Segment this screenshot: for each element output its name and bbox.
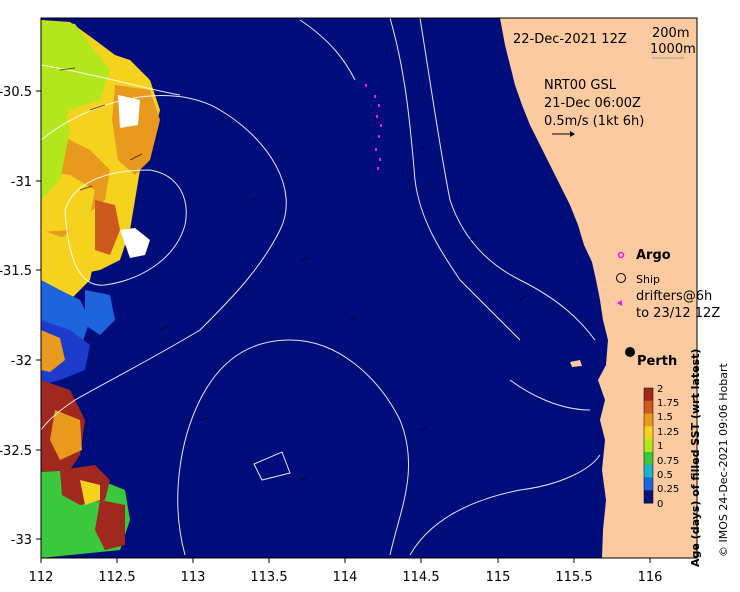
colorbar-tick: 1.75 [657, 398, 679, 409]
drifters-legend-line1: drifters@6h [636, 289, 712, 304]
x-tick-label: 113.5 [250, 570, 287, 585]
colorbar-segment [644, 477, 653, 491]
y-tick-label: -31 [11, 175, 32, 190]
y-tick-label: -30.5 [0, 85, 32, 100]
colorbar-tick: 1 [657, 441, 663, 452]
drifters-legend-icon [617, 300, 622, 306]
current-vectors [59, 67, 527, 501]
drifters-legend-line2: to 23/12 12Z [636, 306, 720, 321]
x-tick-label: 115 [486, 570, 511, 585]
current-scale-arrow [552, 131, 575, 137]
colorbar-segment [644, 426, 653, 440]
current-title-line2: 21-Dec 06:00Z [544, 96, 641, 111]
colorbar-tick: 2 [657, 384, 663, 395]
perth-marker [625, 347, 635, 357]
argo-track [365, 84, 382, 170]
x-tick-label: 112.5 [98, 570, 135, 585]
colorbar-segment [644, 388, 653, 402]
colorbar-segment [644, 413, 653, 427]
x-tick-label: 113 [181, 570, 206, 585]
sst-age-patches [41, 20, 160, 558]
current-title-line1: NRT00 GSL [544, 78, 617, 93]
x-tick-label: 115.5 [555, 570, 592, 585]
y-tick-label: -32 [11, 354, 32, 369]
colorbar-segment [644, 400, 653, 415]
current-title-line3: 0.5m/s (1kt 6h) [544, 114, 644, 129]
x-tick-label: 112 [29, 570, 54, 585]
date-label: 22-Dec-2021 12Z [513, 32, 627, 47]
plot-frame [40, 17, 698, 559]
depth-label-200m: 200m [652, 26, 689, 41]
colorbar-frame [643, 387, 654, 504]
colorbar: 2 1.75 1.5 1.25 1 0.75 0.5 0.25 0 Age (d… [643, 349, 702, 567]
bathymetry-contours [41, 18, 601, 556]
colorbar-tick: 1.25 [657, 427, 679, 438]
colorbar-segment [644, 490, 653, 504]
depth-label-1000m: 1000m [650, 42, 696, 57]
x-tick-label: 114 [333, 570, 358, 585]
x-tick-label: 116 [638, 570, 663, 585]
colorbar-tick: 0.25 [657, 484, 679, 495]
colorbar-tick: 0 [657, 499, 663, 510]
x-tick-label: 114.5 [402, 570, 439, 585]
argo-legend-label: Argo [636, 248, 671, 263]
island [570, 360, 582, 367]
colorbar-tick: 1.5 [657, 412, 673, 423]
y-tick-label: -32.5 [0, 444, 32, 459]
map-plot-area [41, 18, 697, 558]
ship-legend-label: Ship [636, 273, 660, 286]
perth-label: Perth [637, 354, 677, 369]
colorbar-segment [644, 439, 653, 453]
y-axis: -30.5 -31 -31.5 -32 -32.5 -33 [0, 85, 41, 548]
credit-label: © IMOS 24-Dec-2021 09:06 Hobart [717, 362, 730, 557]
colorbar-label: Age (days) of filled SST (wrt latest) [689, 349, 702, 567]
colorbar-tick: 0.75 [657, 456, 679, 467]
y-tick-label: -31.5 [0, 264, 32, 279]
colorbar-segment [644, 464, 653, 478]
colorbar-segment [644, 451, 653, 466]
colorbar-tick: 0.5 [657, 470, 673, 481]
ship-legend-icon [616, 273, 626, 283]
x-axis: 112 112.5 113 113.5 114 114.5 115 115.5 … [29, 558, 663, 585]
argo-legend-icon [617, 251, 625, 259]
y-tick-label: -33 [11, 533, 32, 548]
